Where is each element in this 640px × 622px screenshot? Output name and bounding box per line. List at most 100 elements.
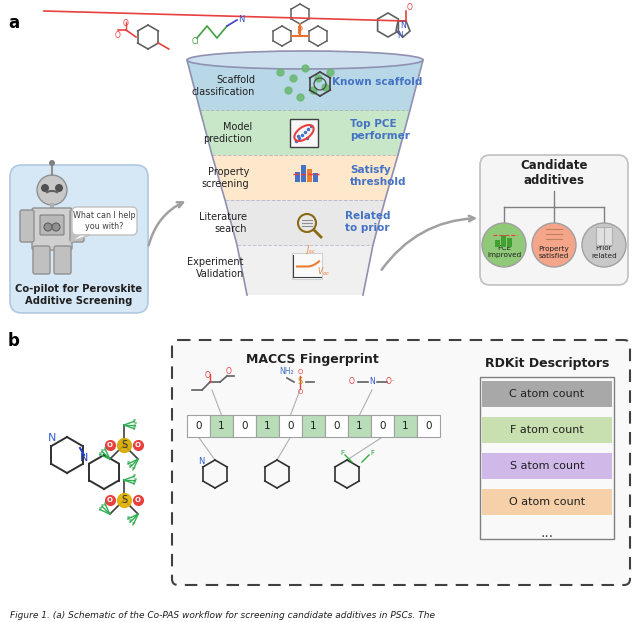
- Text: O⁻: O⁻: [386, 378, 396, 386]
- Text: Scaffold
classification: Scaffold classification: [191, 75, 255, 97]
- Bar: [348, 415, 371, 437]
- Text: O: O: [298, 369, 303, 375]
- Text: 0: 0: [333, 421, 340, 431]
- Polygon shape: [200, 110, 410, 155]
- Circle shape: [55, 184, 63, 192]
- Text: 0: 0: [195, 421, 202, 431]
- Text: 1: 1: [402, 421, 409, 431]
- FancyBboxPatch shape: [480, 155, 628, 285]
- Text: F: F: [133, 422, 137, 427]
- FancyBboxPatch shape: [20, 210, 34, 242]
- Text: F: F: [132, 419, 136, 424]
- Circle shape: [582, 223, 626, 267]
- Text: N: N: [400, 21, 406, 29]
- Text: ...: ...: [540, 526, 554, 540]
- Text: Property
satisfied: Property satisfied: [539, 246, 570, 259]
- FancyBboxPatch shape: [72, 207, 137, 235]
- Text: N: N: [80, 453, 88, 463]
- Text: Model
prediction: Model prediction: [203, 122, 252, 144]
- Text: P: P: [297, 26, 303, 36]
- Polygon shape: [237, 245, 373, 295]
- Text: F: F: [132, 522, 135, 527]
- Text: F: F: [132, 474, 136, 479]
- Text: F: F: [104, 502, 107, 507]
- Bar: [482, 381, 612, 407]
- Text: S: S: [121, 495, 127, 505]
- Bar: [482, 417, 612, 443]
- Text: F: F: [129, 465, 132, 470]
- Bar: [482, 453, 612, 479]
- Text: F: F: [126, 462, 130, 466]
- Bar: [495, 240, 500, 247]
- Text: O: O: [226, 368, 232, 376]
- Circle shape: [44, 223, 52, 231]
- Text: b: b: [8, 332, 20, 350]
- Text: O atom count: O atom count: [509, 497, 585, 507]
- Text: O: O: [407, 4, 413, 12]
- Text: F: F: [133, 478, 137, 483]
- Text: N: N: [369, 378, 375, 386]
- Polygon shape: [70, 235, 90, 242]
- Text: F: F: [100, 504, 104, 509]
- Text: What can I help
you with?: What can I help you with?: [73, 211, 135, 231]
- Bar: [290, 119, 318, 147]
- Text: O: O: [135, 442, 141, 448]
- Text: PCE
improved: PCE improved: [487, 246, 521, 259]
- Text: N: N: [48, 433, 56, 443]
- Text: NH₂: NH₂: [280, 368, 294, 376]
- Text: 0: 0: [241, 421, 248, 431]
- Text: F: F: [370, 450, 374, 456]
- FancyBboxPatch shape: [10, 165, 148, 313]
- Text: Satisfy
threshold: Satisfy threshold: [350, 165, 406, 187]
- Circle shape: [52, 223, 60, 231]
- Text: $J_{sc}$: $J_{sc}$: [305, 243, 317, 256]
- Circle shape: [49, 160, 55, 166]
- Text: 1: 1: [356, 421, 363, 431]
- Text: F atom count: F atom count: [510, 425, 584, 435]
- Bar: [307, 169, 312, 182]
- FancyBboxPatch shape: [54, 246, 71, 274]
- Text: O: O: [135, 497, 141, 503]
- Text: O: O: [349, 378, 355, 386]
- Polygon shape: [187, 60, 423, 110]
- Bar: [313, 173, 318, 182]
- Bar: [302, 415, 325, 437]
- FancyBboxPatch shape: [40, 215, 64, 235]
- Text: Property
screening: Property screening: [202, 167, 249, 189]
- Text: 1: 1: [218, 421, 225, 431]
- Text: O: O: [298, 389, 303, 395]
- Bar: [187, 415, 210, 437]
- Text: RDKit Descriptors: RDKit Descriptors: [485, 356, 609, 369]
- Text: O: O: [205, 371, 211, 381]
- FancyBboxPatch shape: [32, 208, 72, 250]
- Bar: [371, 415, 394, 437]
- Text: 1: 1: [310, 421, 317, 431]
- Bar: [301, 165, 306, 182]
- Text: Known scaffold: Known scaffold: [332, 77, 422, 87]
- Bar: [482, 489, 612, 515]
- FancyBboxPatch shape: [70, 210, 84, 242]
- Bar: [256, 415, 279, 437]
- Text: MACCS Fingerprint: MACCS Fingerprint: [246, 353, 378, 366]
- Text: F: F: [104, 447, 107, 452]
- Bar: [394, 415, 417, 437]
- Text: Cl: Cl: [191, 37, 199, 47]
- Bar: [295, 172, 300, 182]
- Text: Figure 1. (a) Schematic of the Co-PAS workflow for screening candidate additives: Figure 1. (a) Schematic of the Co-PAS wo…: [10, 611, 435, 620]
- Text: F: F: [129, 519, 132, 524]
- Text: O: O: [107, 442, 113, 448]
- FancyBboxPatch shape: [33, 246, 50, 274]
- Polygon shape: [212, 155, 398, 200]
- Circle shape: [532, 223, 576, 267]
- Bar: [292, 253, 322, 279]
- Bar: [325, 415, 348, 437]
- Text: O: O: [123, 19, 129, 29]
- Text: Literature
search: Literature search: [199, 212, 247, 234]
- Text: C atom count: C atom count: [509, 389, 584, 399]
- Text: F: F: [126, 516, 130, 521]
- Text: F: F: [98, 507, 102, 512]
- Text: S: S: [298, 378, 303, 386]
- Text: N: N: [198, 458, 204, 466]
- Text: a: a: [8, 14, 19, 32]
- Text: F: F: [132, 466, 135, 471]
